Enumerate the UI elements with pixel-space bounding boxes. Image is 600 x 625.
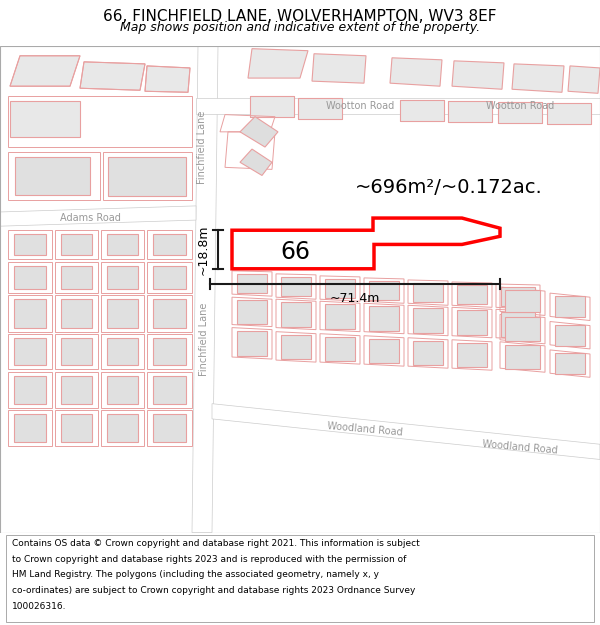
Polygon shape: [237, 300, 267, 324]
Polygon shape: [505, 318, 540, 341]
Polygon shape: [457, 311, 487, 335]
Polygon shape: [107, 299, 138, 328]
Polygon shape: [196, 98, 600, 114]
Polygon shape: [369, 339, 399, 363]
Text: Wootton Road: Wootton Road: [326, 101, 394, 111]
Polygon shape: [369, 281, 399, 300]
Polygon shape: [448, 101, 492, 122]
Polygon shape: [237, 274, 267, 293]
Text: ~71.4m: ~71.4m: [330, 292, 380, 305]
Polygon shape: [107, 414, 138, 442]
Polygon shape: [240, 117, 278, 147]
Polygon shape: [108, 158, 186, 196]
Polygon shape: [250, 96, 294, 117]
Polygon shape: [153, 234, 186, 254]
Polygon shape: [107, 234, 138, 254]
Polygon shape: [153, 299, 186, 328]
Polygon shape: [413, 283, 443, 302]
Text: 66: 66: [280, 239, 310, 264]
Polygon shape: [153, 414, 186, 442]
Polygon shape: [61, 376, 92, 404]
Polygon shape: [505, 290, 540, 312]
Text: Map shows position and indicative extent of the property.: Map shows position and indicative extent…: [120, 21, 480, 34]
Text: Adams Road: Adams Road: [59, 213, 121, 223]
Polygon shape: [212, 404, 600, 459]
Polygon shape: [192, 46, 218, 532]
Polygon shape: [237, 331, 267, 356]
Polygon shape: [555, 353, 585, 374]
Polygon shape: [61, 414, 92, 442]
Polygon shape: [457, 285, 487, 304]
Polygon shape: [107, 338, 138, 365]
Polygon shape: [61, 299, 92, 328]
Text: 100026316.: 100026316.: [12, 602, 67, 611]
Polygon shape: [248, 49, 308, 78]
Polygon shape: [281, 335, 311, 359]
Polygon shape: [10, 56, 80, 86]
Text: Finchfield Lane: Finchfield Lane: [199, 303, 209, 376]
Text: co-ordinates) are subject to Crown copyright and database rights 2023 Ordnance S: co-ordinates) are subject to Crown copyr…: [12, 586, 415, 595]
Polygon shape: [457, 343, 487, 367]
Polygon shape: [555, 296, 585, 318]
Polygon shape: [61, 338, 92, 365]
Polygon shape: [400, 101, 444, 121]
Polygon shape: [547, 104, 591, 124]
Text: ~18.8m: ~18.8m: [197, 224, 210, 275]
Polygon shape: [555, 324, 585, 346]
Polygon shape: [14, 299, 46, 328]
Polygon shape: [14, 234, 46, 254]
Polygon shape: [232, 218, 500, 269]
Polygon shape: [413, 308, 443, 332]
Polygon shape: [153, 376, 186, 404]
Polygon shape: [240, 149, 272, 176]
Polygon shape: [14, 376, 46, 404]
Polygon shape: [501, 287, 535, 306]
Polygon shape: [107, 376, 138, 404]
Polygon shape: [145, 66, 190, 92]
Polygon shape: [325, 279, 355, 298]
Polygon shape: [0, 206, 196, 226]
Polygon shape: [281, 302, 311, 327]
Polygon shape: [325, 304, 355, 329]
Polygon shape: [153, 266, 186, 289]
Polygon shape: [512, 64, 564, 92]
Polygon shape: [10, 101, 80, 137]
Text: Contains OS data © Crown copyright and database right 2021. This information is : Contains OS data © Crown copyright and d…: [12, 539, 420, 548]
FancyBboxPatch shape: [6, 535, 594, 622]
Polygon shape: [325, 337, 355, 361]
Polygon shape: [14, 338, 46, 365]
Polygon shape: [61, 266, 92, 289]
Polygon shape: [501, 312, 535, 337]
Polygon shape: [80, 62, 145, 90]
Text: Wootton Road: Wootton Road: [486, 101, 554, 111]
Polygon shape: [61, 234, 92, 254]
Polygon shape: [312, 54, 366, 83]
Polygon shape: [498, 102, 542, 122]
Polygon shape: [15, 158, 90, 195]
Text: HM Land Registry. The polygons (including the associated geometry, namely x, y: HM Land Registry. The polygons (includin…: [12, 571, 379, 579]
Polygon shape: [281, 277, 311, 296]
Polygon shape: [568, 66, 600, 93]
Text: Woodland Road: Woodland Road: [327, 421, 403, 437]
Polygon shape: [14, 414, 46, 442]
Text: Woodland Road: Woodland Road: [482, 439, 558, 456]
Polygon shape: [505, 345, 540, 369]
Text: Finchfield Lane: Finchfield Lane: [197, 111, 207, 184]
Polygon shape: [153, 338, 186, 365]
Text: 66, FINCHFIELD LANE, WOLVERHAMPTON, WV3 8EF: 66, FINCHFIELD LANE, WOLVERHAMPTON, WV3 …: [103, 9, 497, 24]
Polygon shape: [14, 266, 46, 289]
Polygon shape: [390, 58, 442, 86]
Polygon shape: [298, 98, 342, 119]
Polygon shape: [107, 266, 138, 289]
Text: ~696m²/~0.172ac.: ~696m²/~0.172ac.: [355, 178, 543, 197]
Text: to Crown copyright and database rights 2023 and is reproduced with the permissio: to Crown copyright and database rights 2…: [12, 555, 406, 564]
Polygon shape: [413, 341, 443, 365]
Polygon shape: [452, 61, 504, 89]
Polygon shape: [369, 306, 399, 331]
